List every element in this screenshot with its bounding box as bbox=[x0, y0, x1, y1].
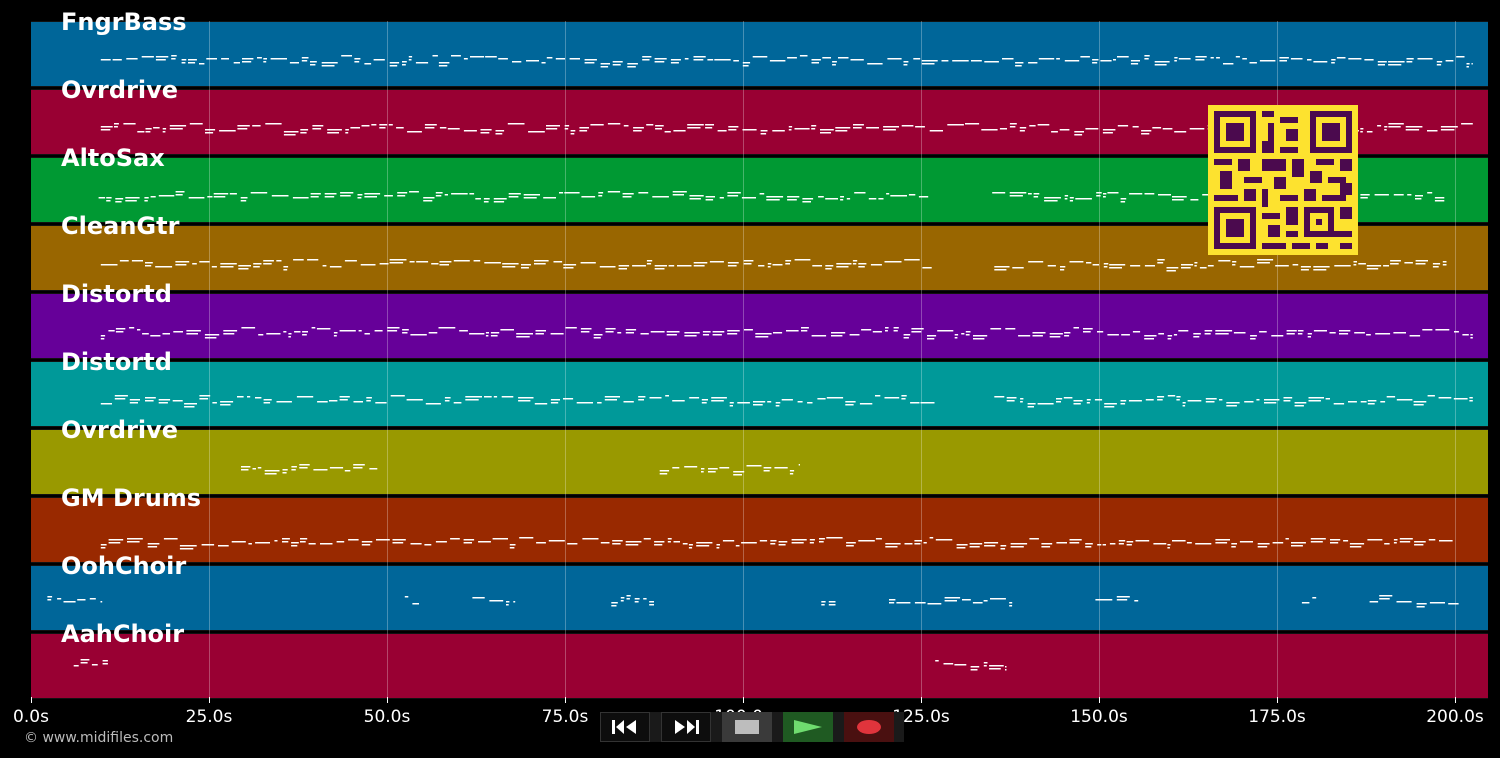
record-button[interactable] bbox=[844, 712, 894, 742]
fast-forward-button[interactable] bbox=[661, 712, 711, 742]
tick-mark bbox=[387, 697, 388, 703]
tick-mark bbox=[209, 697, 210, 703]
note-cluster bbox=[994, 259, 1447, 272]
play-button[interactable] bbox=[783, 712, 833, 742]
note-cluster bbox=[100, 55, 1473, 68]
track-lane[interactable] bbox=[31, 293, 1488, 359]
play-icon bbox=[794, 720, 822, 734]
note-cluster bbox=[935, 660, 1007, 671]
track-name: Distortd bbox=[61, 348, 172, 376]
tick-mark bbox=[31, 697, 32, 703]
note-cluster bbox=[611, 595, 654, 607]
transport-controls bbox=[600, 712, 904, 742]
stop-icon bbox=[735, 720, 759, 734]
note-cluster bbox=[100, 259, 932, 271]
note-cluster bbox=[241, 464, 378, 475]
copyright-text: © www.midifiles.com bbox=[24, 730, 174, 746]
tick-label: 50.0s bbox=[363, 707, 411, 727]
tick-label: 75.0s bbox=[541, 707, 589, 727]
note-cluster bbox=[100, 395, 935, 408]
tick-mark bbox=[743, 697, 744, 703]
track-name: Ovrdrive bbox=[61, 416, 179, 444]
track-name: GM Drums bbox=[61, 484, 202, 512]
note-cluster bbox=[472, 597, 516, 606]
tick-label: 25.0s bbox=[185, 707, 233, 727]
tick-label: 200.0s bbox=[1426, 707, 1484, 727]
fast-forward-icon bbox=[675, 720, 699, 734]
track-name: AahChoir bbox=[61, 620, 185, 648]
tick-label: 125.0s bbox=[892, 707, 950, 727]
track-lane[interactable] bbox=[31, 429, 1488, 495]
note-cluster bbox=[889, 597, 1013, 607]
note-cluster bbox=[1369, 595, 1459, 608]
gridline bbox=[1277, 21, 1278, 697]
note-cluster bbox=[1301, 597, 1317, 604]
track-lane[interactable] bbox=[31, 633, 1488, 699]
note-cluster bbox=[47, 596, 103, 603]
gridline bbox=[565, 21, 566, 697]
gridline bbox=[387, 21, 388, 697]
gridline bbox=[921, 21, 922, 697]
track-lane[interactable] bbox=[31, 361, 1488, 427]
note-cluster bbox=[404, 596, 419, 605]
note-cluster bbox=[100, 537, 1453, 550]
note-cluster bbox=[1095, 596, 1139, 602]
gridline bbox=[743, 21, 744, 697]
record-icon bbox=[857, 720, 881, 734]
gridline bbox=[1099, 21, 1100, 697]
tick-mark bbox=[921, 697, 922, 703]
stop-button[interactable] bbox=[722, 712, 772, 742]
track-lane[interactable] bbox=[31, 21, 1488, 87]
tick-mark bbox=[565, 697, 566, 703]
track-name: CleanGtr bbox=[61, 212, 180, 240]
gridline bbox=[209, 21, 210, 697]
tick-mark bbox=[1277, 697, 1278, 703]
track-name: FngrBass bbox=[61, 8, 187, 36]
tick-label: 150.0s bbox=[1070, 707, 1128, 727]
gridline bbox=[1455, 21, 1456, 697]
note-cluster bbox=[73, 659, 108, 667]
qr-code-icon bbox=[1208, 105, 1358, 255]
tick-mark bbox=[1455, 697, 1456, 703]
note-cluster bbox=[98, 191, 929, 203]
tick-label: 0.0s bbox=[13, 707, 49, 727]
track-lane[interactable] bbox=[31, 565, 1488, 631]
note-cluster bbox=[994, 395, 1473, 408]
track-name: AltoSax bbox=[61, 144, 165, 172]
note-cluster bbox=[659, 464, 800, 476]
note-cluster bbox=[100, 327, 1473, 340]
track-name: Distortd bbox=[61, 280, 172, 308]
track-name: Ovrdrive bbox=[61, 76, 179, 104]
tick-label: 175.0s bbox=[1248, 707, 1306, 727]
rewind-icon bbox=[612, 720, 636, 734]
rewind-button[interactable] bbox=[600, 712, 650, 742]
tick-mark bbox=[1099, 697, 1100, 703]
note-cluster bbox=[821, 601, 836, 606]
track-lane[interactable] bbox=[31, 497, 1488, 563]
track-name: OohChoir bbox=[61, 552, 187, 580]
